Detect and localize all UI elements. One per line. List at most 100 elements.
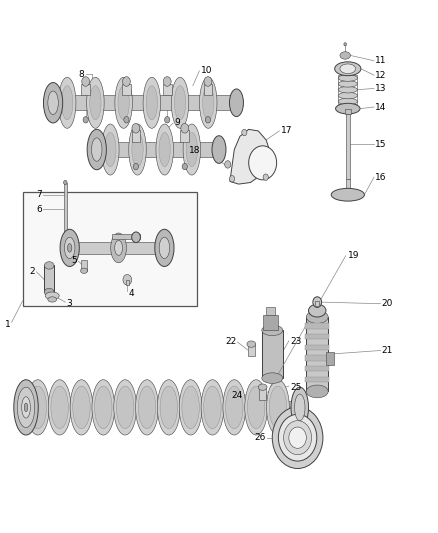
Ellipse shape <box>118 86 129 120</box>
Bar <box>112 234 141 239</box>
Ellipse shape <box>338 98 357 104</box>
Text: 11: 11 <box>375 56 387 65</box>
Ellipse shape <box>212 136 226 164</box>
Text: 19: 19 <box>348 252 359 260</box>
Ellipse shape <box>44 288 54 296</box>
Bar <box>64 182 67 236</box>
Ellipse shape <box>226 386 243 429</box>
Ellipse shape <box>48 379 71 435</box>
Text: 17: 17 <box>281 126 292 135</box>
Text: 12: 12 <box>375 70 387 79</box>
Ellipse shape <box>92 138 102 161</box>
Ellipse shape <box>289 427 306 448</box>
Ellipse shape <box>230 175 235 182</box>
Ellipse shape <box>279 414 317 461</box>
Ellipse shape <box>313 297 321 308</box>
Bar <box>81 84 90 95</box>
Bar <box>338 75 357 104</box>
Bar <box>305 376 329 382</box>
Ellipse shape <box>344 43 346 46</box>
Ellipse shape <box>73 386 90 429</box>
Ellipse shape <box>306 385 328 398</box>
Ellipse shape <box>111 233 127 263</box>
Ellipse shape <box>204 77 212 86</box>
Text: 2: 2 <box>29 268 35 276</box>
Text: 9: 9 <box>174 118 180 127</box>
Ellipse shape <box>165 117 170 123</box>
Ellipse shape <box>102 124 119 175</box>
Bar <box>259 387 266 400</box>
Text: 26: 26 <box>254 433 266 442</box>
Ellipse shape <box>181 124 189 133</box>
Text: 23: 23 <box>290 337 301 346</box>
Bar <box>326 352 334 365</box>
Ellipse shape <box>17 387 35 427</box>
Ellipse shape <box>48 297 57 302</box>
Bar <box>97 142 219 157</box>
Text: 22: 22 <box>225 337 237 346</box>
Ellipse shape <box>124 117 129 123</box>
Bar <box>262 330 283 378</box>
Ellipse shape <box>129 124 146 175</box>
Ellipse shape <box>338 80 357 87</box>
Text: 13: 13 <box>375 84 387 93</box>
Bar <box>53 95 237 110</box>
Ellipse shape <box>331 188 364 201</box>
Polygon shape <box>230 130 270 184</box>
Ellipse shape <box>163 77 171 86</box>
Ellipse shape <box>223 379 246 435</box>
Ellipse shape <box>21 397 30 418</box>
Ellipse shape <box>245 379 268 435</box>
Ellipse shape <box>60 229 79 266</box>
Bar <box>122 84 131 95</box>
Ellipse shape <box>203 86 214 120</box>
Text: 7: 7 <box>36 190 42 199</box>
Text: 18: 18 <box>189 146 201 155</box>
Ellipse shape <box>160 386 177 429</box>
Ellipse shape <box>133 164 138 169</box>
Ellipse shape <box>340 64 356 74</box>
Ellipse shape <box>294 394 305 421</box>
Text: 10: 10 <box>201 67 212 75</box>
Ellipse shape <box>132 124 140 133</box>
Bar <box>266 308 275 316</box>
Ellipse shape <box>157 379 180 435</box>
Ellipse shape <box>263 174 268 180</box>
Ellipse shape <box>262 325 283 336</box>
Text: 16: 16 <box>375 173 387 182</box>
Ellipse shape <box>64 180 67 184</box>
Ellipse shape <box>308 304 326 317</box>
Ellipse shape <box>87 130 106 169</box>
Ellipse shape <box>338 92 357 99</box>
Bar <box>22 192 197 306</box>
Ellipse shape <box>179 379 202 435</box>
Ellipse shape <box>132 232 141 243</box>
Ellipse shape <box>186 133 198 166</box>
Bar <box>305 356 329 361</box>
Ellipse shape <box>43 83 63 123</box>
Ellipse shape <box>306 311 328 324</box>
Ellipse shape <box>95 386 112 429</box>
Ellipse shape <box>201 379 224 435</box>
Text: 24: 24 <box>232 391 243 400</box>
Ellipse shape <box>132 133 143 166</box>
Ellipse shape <box>155 229 174 266</box>
Ellipse shape <box>143 77 161 128</box>
Ellipse shape <box>14 379 38 435</box>
Bar <box>180 131 189 142</box>
Bar <box>305 345 329 350</box>
Ellipse shape <box>105 133 116 166</box>
Ellipse shape <box>146 86 158 120</box>
Bar <box>346 114 350 179</box>
Ellipse shape <box>258 384 267 390</box>
Bar <box>306 317 328 391</box>
Bar <box>131 131 140 142</box>
Ellipse shape <box>336 103 360 114</box>
Ellipse shape <box>81 268 88 273</box>
Text: 15: 15 <box>375 140 387 149</box>
Ellipse shape <box>171 77 189 128</box>
Ellipse shape <box>267 379 289 435</box>
Ellipse shape <box>26 379 49 435</box>
Ellipse shape <box>204 386 221 429</box>
Ellipse shape <box>242 130 247 136</box>
